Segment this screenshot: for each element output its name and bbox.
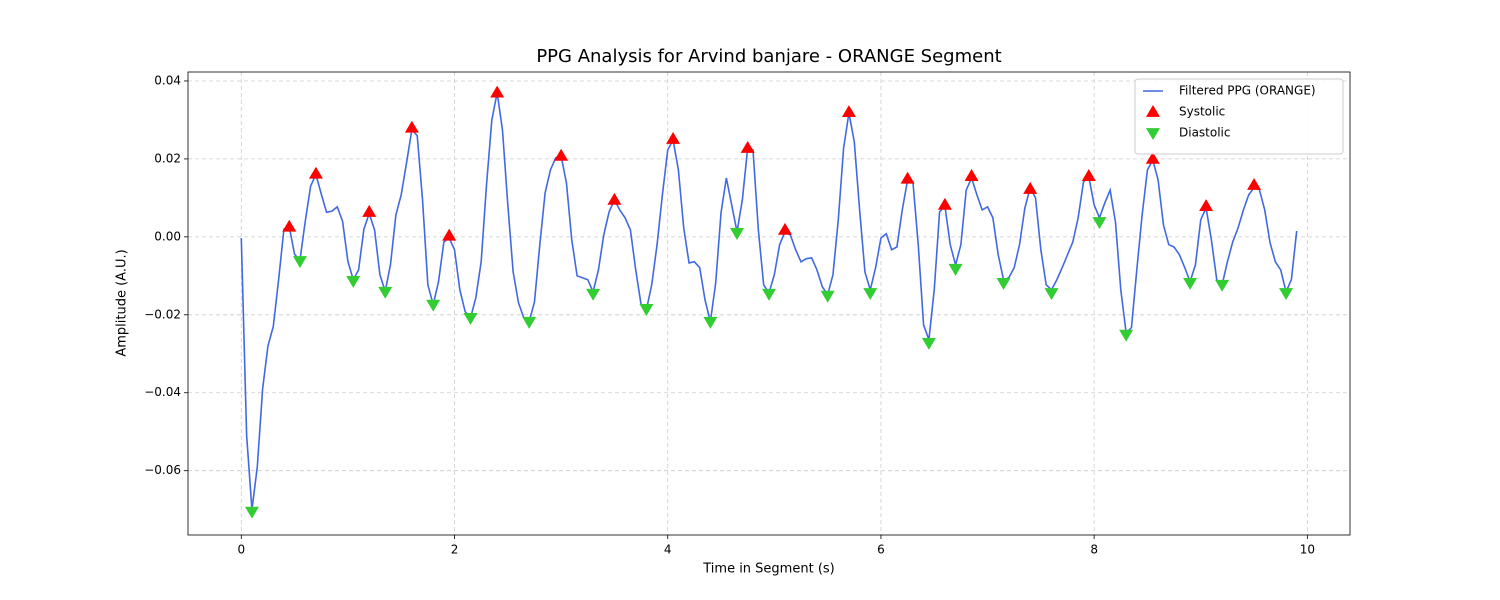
x-tick-label: 4 <box>664 543 672 557</box>
marker-triangle-up <box>554 148 569 161</box>
marker-triangle-down <box>1279 288 1294 300</box>
legend-label: Diastolic <box>1179 126 1231 140</box>
marker-triangle-down <box>426 299 441 312</box>
legend-swatch <box>1146 105 1160 117</box>
marker-triangle-up <box>404 120 419 133</box>
marker-triangle-up <box>900 171 915 184</box>
marker-triangle-up <box>740 140 755 153</box>
marker-triangle-down <box>639 304 654 316</box>
chart-title: PPG Analysis for Arvind banjare - ORANGE… <box>536 46 1001 67</box>
x-tick-label: 6 <box>877 543 885 557</box>
marker-triangle-down <box>1215 279 1230 292</box>
marker-triangle-down <box>820 290 835 303</box>
marker-triangle-up <box>777 222 792 235</box>
marker-triangle-up <box>1081 169 1096 181</box>
x-tick-label: 8 <box>1090 543 1098 557</box>
marker-triangle-up <box>1023 181 1038 194</box>
marker-triangle-up <box>442 228 457 241</box>
marker-triangle-up <box>666 132 681 144</box>
plot-frame <box>187 71 1351 536</box>
marker-triangle-down <box>863 288 878 300</box>
y-tick-label: −0.06 <box>144 463 181 477</box>
y-axis-label: Amplitude (A.U.) <box>115 249 130 356</box>
legend-swatch <box>1146 128 1160 140</box>
y-tick-label: −0.02 <box>144 307 181 321</box>
marker-triangle-down <box>244 506 259 519</box>
legend-label: Systolic <box>1179 105 1225 119</box>
marker-triangle-up <box>1145 151 1160 164</box>
marker-triangle-up <box>308 166 323 179</box>
marker-triangle-down <box>1044 288 1059 300</box>
marker-triangle-up <box>607 192 622 205</box>
marker-triangle-down <box>346 275 361 288</box>
marker-triangle-up <box>964 169 979 181</box>
marker-triangle-down <box>921 337 936 350</box>
marker-triangle-up <box>282 219 297 232</box>
marker-triangle-up <box>1247 178 1262 190</box>
legend-label: Filtered PPG (ORANGE) <box>1179 84 1316 98</box>
marker-triangle-up <box>1199 199 1214 211</box>
y-tick-label: −0.04 <box>144 385 181 399</box>
marker-triangle-down <box>378 286 393 299</box>
x-axis-label: Time in Segment (s) <box>702 562 834 577</box>
marker-triangle-down <box>1119 329 1134 342</box>
y-tick-label: 0.02 <box>154 151 181 165</box>
x-tick-label: 0 <box>237 543 245 557</box>
marker-triangle-down <box>996 277 1011 290</box>
marker-triangle-up <box>490 85 505 98</box>
marker-triangle-down <box>1183 277 1198 290</box>
legend-box <box>1134 78 1344 155</box>
marker-triangle-down <box>522 316 537 329</box>
marker-triangle-down <box>703 316 718 329</box>
ppg-line <box>240 92 1298 510</box>
marker-triangle-up <box>841 105 856 118</box>
y-tick-label: 0.04 <box>154 73 181 87</box>
marker-triangle-down <box>292 256 307 269</box>
marker-triangle-down <box>463 313 478 325</box>
marker-triangle-down <box>1092 217 1107 230</box>
marker-triangle-up <box>362 204 377 217</box>
marker-triangle-up <box>937 197 952 210</box>
marker-triangle-down <box>762 288 776 301</box>
marker-triangle-down <box>730 228 745 240</box>
marker-triangle-down <box>586 288 601 301</box>
marker-triangle-down <box>948 263 963 276</box>
x-tick-label: 2 <box>451 543 459 557</box>
y-tick-label: 0.00 <box>154 229 181 243</box>
x-tick-label: 10 <box>1300 543 1315 557</box>
